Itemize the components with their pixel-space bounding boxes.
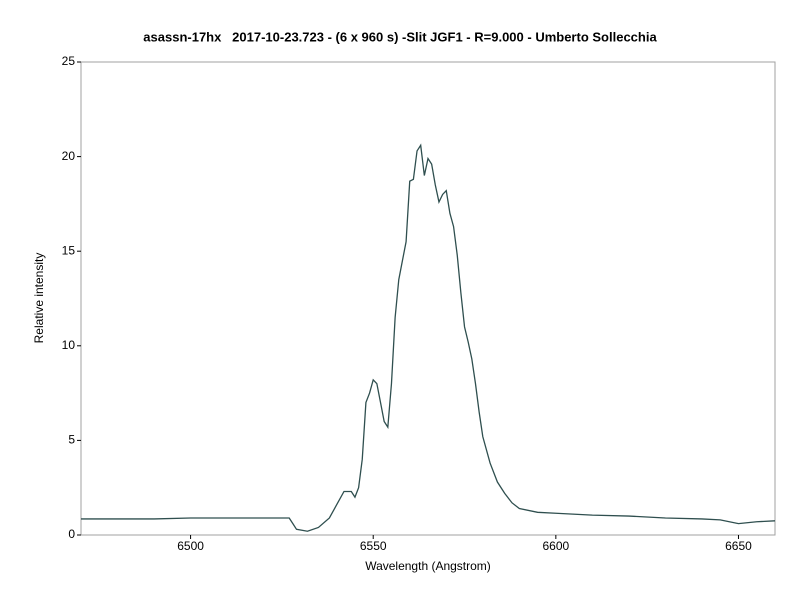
x-tick-label: 6600 <box>542 539 569 553</box>
x-tick-label: 6650 <box>725 539 752 553</box>
spectrum-line <box>81 143 776 532</box>
y-axis-label: Relative intensity <box>32 253 46 344</box>
plot-frame <box>80 61 776 536</box>
x-tick-label: 6500 <box>177 539 204 553</box>
x-tick-label: 6550 <box>360 539 387 553</box>
y-tick-label: 0 <box>68 527 75 541</box>
y-tick-label: 25 <box>62 54 76 68</box>
y-tick-label: 10 <box>62 338 76 352</box>
x-axis-label: Wavelength (Angstrom) <box>365 559 491 573</box>
y-tick-label: 15 <box>62 243 76 257</box>
y-tick-label: 20 <box>62 149 76 163</box>
chart-title: asassn-17hx 2017-10-23.723 - (6 x 960 s)… <box>143 29 657 44</box>
y-tick-label: 5 <box>68 433 75 447</box>
